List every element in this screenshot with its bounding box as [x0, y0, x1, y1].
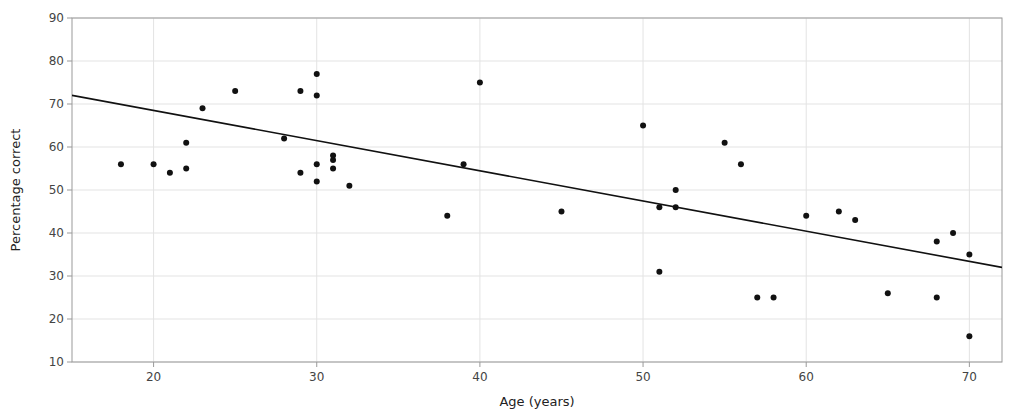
x-tick-label: 20: [146, 370, 161, 384]
y-tick: [67, 319, 72, 320]
y-tick-label: 10: [49, 355, 64, 369]
x-tick: [153, 362, 154, 367]
scatter-point: [314, 161, 320, 167]
grid-line-x: [643, 18, 644, 362]
scatter-point: [151, 161, 157, 167]
scatter-point: [885, 290, 891, 296]
scatter-point: [673, 187, 679, 193]
scatter-point: [200, 105, 206, 111]
y-tick: [67, 190, 72, 191]
scatter-point: [346, 183, 352, 189]
scatter-point: [461, 161, 467, 167]
scatter-point: [444, 213, 450, 219]
scatter-point: [656, 269, 662, 275]
scatter-point: [314, 92, 320, 98]
grid-line-x: [316, 18, 317, 362]
scatter-point: [722, 140, 728, 146]
y-tick-label: 60: [49, 140, 64, 154]
scatter-point: [297, 88, 303, 94]
x-tick: [643, 362, 644, 367]
grid: [72, 18, 1002, 362]
y-tick: [67, 61, 72, 62]
y-tick-label: 20: [49, 312, 64, 326]
scatter-point: [167, 170, 173, 176]
grid-line-x: [479, 18, 480, 362]
scatter-point: [934, 239, 940, 245]
scatter-point: [950, 230, 956, 236]
plot-area: [72, 71, 1002, 339]
y-tick: [67, 147, 72, 148]
y-tick-label: 70: [49, 97, 64, 111]
grid-line-x: [969, 18, 970, 362]
scatter-point: [852, 217, 858, 223]
scatter-point: [232, 88, 238, 94]
scatter-point: [477, 80, 483, 86]
y-tick-label: 50: [49, 183, 64, 197]
scatter-point: [297, 170, 303, 176]
grid-line-y: [72, 233, 1002, 234]
y-tick: [67, 18, 72, 19]
plot-frame: [72, 18, 1002, 362]
scatter-point: [966, 333, 972, 339]
grid-line-x: [153, 18, 154, 362]
x-tick: [316, 362, 317, 367]
y-tick-label: 40: [49, 226, 64, 240]
scatter-point: [803, 213, 809, 219]
y-tick: [67, 362, 72, 363]
scatter-point: [314, 178, 320, 184]
scatter-point: [330, 166, 336, 172]
scatter-point: [330, 153, 336, 159]
x-tick-label: 70: [962, 370, 977, 384]
grid-line-y: [72, 147, 1002, 148]
scatter-point: [183, 166, 189, 172]
y-tick: [67, 104, 72, 105]
scatter-point: [754, 295, 760, 301]
trend-line: [72, 95, 1002, 267]
x-tick: [479, 362, 480, 367]
chart-svg: 20 30 40 50 60 70 10 20 30 40 50 60 70 80 90 Age (years…: [0, 0, 1024, 418]
x-tick-label: 40: [472, 370, 487, 384]
chart-container: 20 30 40 50 60 70 10 20 30 40 50 60 70 80 90 Age (years…: [0, 0, 1024, 418]
y-tick: [67, 233, 72, 234]
x-tick-label: 50: [635, 370, 650, 384]
x-axis-label: Age (years): [499, 394, 574, 409]
scatter-point: [314, 71, 320, 77]
scatter-point: [836, 209, 842, 215]
scatter-point: [118, 161, 124, 167]
y-tick-label: 80: [49, 54, 64, 68]
grid-line-y: [72, 61, 1002, 62]
scatter-point: [738, 161, 744, 167]
x-tick: [969, 362, 970, 367]
scatter-point: [183, 140, 189, 146]
y-tick: [67, 276, 72, 277]
scatter-point: [281, 135, 287, 141]
y-axis-label: Percentage correct: [8, 129, 23, 252]
x-tick-label: 30: [309, 370, 324, 384]
scatter-point: [558, 209, 564, 215]
y-tick-label: 30: [49, 269, 64, 283]
x-tick: [806, 362, 807, 367]
grid-line-y: [72, 104, 1002, 105]
x-tick-label: 60: [799, 370, 814, 384]
scatter-point: [771, 295, 777, 301]
grid-line-x: [806, 18, 807, 362]
y-tick-label: 90: [49, 11, 64, 25]
scatter-point: [966, 252, 972, 258]
axes: 20 30 40 50 60 70 10 20 30 40 50 60 70 80 90: [49, 11, 977, 384]
grid-line-y: [72, 319, 1002, 320]
scatter-point: [640, 123, 646, 129]
grid-line-y: [72, 190, 1002, 191]
grid-line-y: [72, 276, 1002, 277]
scatter-point: [934, 295, 940, 301]
